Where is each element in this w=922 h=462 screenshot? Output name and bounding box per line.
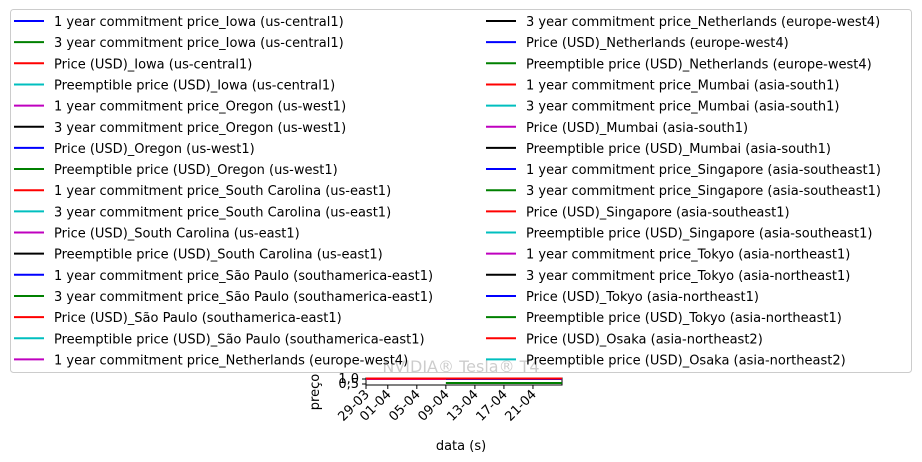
legend-entry-17: 3 year commitment price_Netherlands (eur… [526, 15, 880, 30]
legend-entry-23: Preemptible price (USD)_Mumbai (asia-sou… [526, 142, 831, 157]
legend-entry-6: Price (USD)_Oregon (us-west1) [54, 142, 255, 157]
x-tick-label-6: 21-04 [502, 387, 539, 424]
x-tick-label-2: 05-04 [386, 387, 423, 424]
legend-entry-12: 1 year commitment price_São Paulo (south… [54, 269, 433, 284]
legend-entry-13: 3 year commitment price_São Paulo (south… [54, 290, 433, 305]
legend-entry-19: Preemptible price (USD)_Netherlands (eur… [526, 57, 872, 72]
legend-entry-2: Price (USD)_Iowa (us-central1) [54, 57, 252, 72]
y-axis-label: preço [308, 374, 323, 410]
x-tick-label-4: 13-04 [444, 387, 481, 424]
legend-entry-25: 3 year commitment price_Singapore (asia-… [526, 184, 881, 199]
legend-entry-8: 1 year commitment price_South Carolina (… [54, 184, 391, 199]
legend-entry-33: Preemptible price (USD)_Osaka (asia-nort… [526, 353, 846, 368]
legend-box [10, 9, 912, 373]
x-tick-label-5: 17-04 [473, 387, 510, 424]
x-axis-label: data (s) [436, 439, 486, 454]
legend-entry-10: Price (USD)_South Carolina (us-east1) [54, 227, 300, 242]
legend-entry-0: 1 year commitment price_Iowa (us-central… [54, 15, 344, 30]
legend-entry-31: Preemptible price (USD)_Tokyo (asia-nort… [526, 311, 842, 326]
legend-entry-22: Price (USD)_Mumbai (asia-south1) [526, 121, 748, 136]
plot-area: 29-0301-0405-0409-0413-0417-0421-040,51,… [336, 372, 563, 425]
legend-entry-5: 3 year commitment price_Oregon (us-west1… [54, 121, 346, 136]
legend-entry-30: Price (USD)_Tokyo (asia-northeast1) [526, 290, 759, 305]
legend-entry-21: 3 year commitment price_Mumbai (asia-sou… [526, 100, 839, 115]
legend-entry-1: 3 year commitment price_Iowa (us-central… [54, 36, 344, 51]
legend-entry-14: Price (USD)_São Paulo (southamerica-east… [54, 311, 342, 326]
legend-entry-9: 3 year commitment price_South Carolina (… [54, 205, 391, 220]
legend-entry-27: Preemptible price (USD)_Singapore (asia-… [526, 227, 872, 242]
y-tick-label-0: 0,5 [338, 377, 359, 392]
legend-entry-7: Preemptible price (USD)_Oregon (us-west1… [54, 163, 338, 178]
legend-entry-15: Preemptible price (USD)_São Paulo (south… [54, 332, 425, 347]
legend: 1 year commitment price_Iowa (us-central… [10, 9, 912, 373]
legend-entry-11: Preemptible price (USD)_South Carolina (… [54, 248, 383, 263]
legend-entry-18: Price (USD)_Netherlands (europe-west4) [526, 36, 789, 51]
legend-entry-20: 1 year commitment price_Mumbai (asia-sou… [526, 78, 839, 93]
legend-entry-24: 1 year commitment price_Singapore (asia-… [526, 163, 881, 178]
legend-entry-16: 1 year commitment price_Netherlands (eur… [54, 353, 408, 368]
legend-entry-28: 1 year commitment price_Tokyo (asia-nort… [526, 248, 850, 263]
legend-entry-29: 3 year commitment price_Tokyo (asia-nort… [526, 269, 850, 284]
legend-entry-3: Preemptible price (USD)_Iowa (us-central… [54, 78, 335, 93]
y-tick-label-1: 1,0 [338, 372, 359, 387]
legend-entry-32: Price (USD)_Osaka (asia-northeast2) [526, 332, 763, 347]
x-tick-label-3: 09-04 [415, 387, 452, 424]
legend-entry-4: 1 year commitment price_Oregon (us-west1… [54, 100, 346, 115]
legend-entry-26: Price (USD)_Singapore (asia-southeast1) [526, 205, 790, 220]
